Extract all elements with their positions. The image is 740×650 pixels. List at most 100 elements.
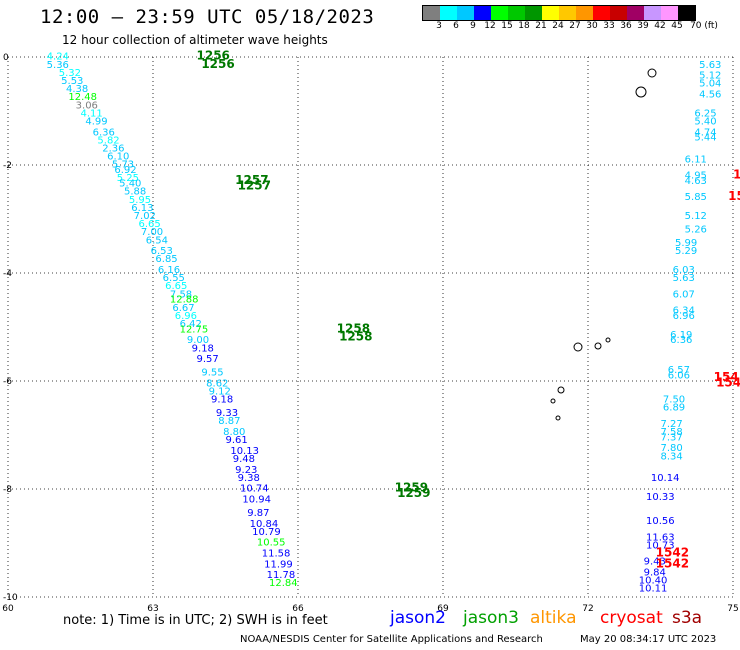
track-label: 1542 — [656, 556, 689, 570]
satellite-name: s3a — [672, 608, 703, 628]
legend-label: 36 — [620, 21, 632, 31]
swh-value: 6.55 — [163, 273, 185, 284]
track-label: 15 — [728, 189, 740, 203]
swh-value: 4.74 — [694, 127, 716, 138]
track-label: 1259 — [395, 481, 428, 495]
swh-value: 9.23 — [235, 465, 257, 476]
swh-value: 4.63 — [685, 176, 707, 187]
swh-value: 6.57 — [668, 365, 690, 376]
track-label: 1256 — [201, 57, 234, 71]
swh-value: 4.95 — [685, 171, 707, 182]
swh-value: 9.61 — [226, 435, 248, 446]
swh-value: 5.95 — [129, 195, 151, 206]
legend-label: 15 — [501, 21, 513, 31]
legend-swatch — [559, 6, 576, 20]
legend-label: 30 — [586, 21, 598, 31]
swh-value: 10.11 — [639, 584, 668, 595]
swh-value: 10.33 — [646, 492, 675, 503]
swh-value: 7.02 — [134, 211, 156, 222]
swh-value: 12.88 — [170, 295, 199, 306]
x-tick-label: 63 — [147, 604, 158, 614]
swh-value: 5.44 — [694, 133, 716, 144]
swh-value: 2.36 — [102, 144, 124, 155]
legend-label: 9 — [470, 21, 476, 31]
swh-value: 6.07 — [673, 289, 695, 300]
swh-value: 10.79 — [252, 527, 281, 538]
island-outline — [594, 342, 602, 350]
swh-value: 5.32 — [59, 68, 81, 79]
swh-value: 11.63 — [646, 532, 675, 543]
swh-value: 11.78 — [267, 570, 296, 581]
island-outline — [605, 337, 611, 343]
swh-value: 5.12 — [685, 211, 707, 222]
swh-value: 10.40 — [639, 576, 668, 587]
swh-value: 3.06 — [76, 100, 98, 111]
swh-value: 5.12 — [699, 71, 721, 82]
legend-swatch — [423, 6, 440, 20]
legend-swatch — [678, 6, 695, 20]
island-outline — [557, 386, 565, 394]
swh-value: 6.42 — [180, 319, 202, 330]
swh-value: 8.80 — [223, 427, 245, 438]
timestamp-text: May 20 08:34:17 UTC 2023 — [580, 634, 717, 645]
legend-swatch — [491, 6, 508, 20]
swh-value: 5.26 — [685, 225, 707, 236]
swh-value: 7.58 — [661, 427, 683, 438]
credit-text: NOAA/NESDIS Center for Satellite Applica… — [240, 634, 543, 645]
track-label: 1256 — [197, 49, 230, 63]
satellite-name: jason3 — [463, 608, 519, 628]
track-label: 154 — [714, 370, 739, 384]
y-tick-label: -10 — [3, 593, 18, 603]
swh-value: 5.85 — [685, 192, 707, 203]
swh-value: 7.27 — [661, 419, 683, 430]
swh-value: 12.75 — [180, 324, 209, 335]
legend-label: 27 — [569, 21, 581, 31]
legend-swatch — [525, 6, 542, 20]
swh-value: 6.06 — [668, 370, 690, 381]
legend-swatch — [474, 6, 491, 20]
swh-value: 10.84 — [250, 519, 279, 530]
swh-value: 8.62 — [206, 378, 228, 389]
swh-value: 5.63 — [699, 60, 721, 71]
legend-label: 42 — [654, 21, 666, 31]
swh-value: 6.36 — [670, 335, 692, 346]
legend-swatch — [661, 6, 678, 20]
swh-value: 9.84 — [644, 567, 666, 578]
swh-value: 7.50 — [663, 395, 685, 406]
swh-value: 6.65 — [165, 281, 187, 292]
satellite-name: cryosat — [600, 608, 663, 628]
swh-value: 10.56 — [646, 516, 675, 527]
swh-value: 6.85 — [155, 254, 177, 265]
swh-value: 6.96 — [175, 311, 197, 322]
swh-value: 5.73 — [112, 160, 134, 171]
swh-value: 5.36 — [47, 60, 69, 71]
swh-value: 10.13 — [230, 446, 259, 457]
swh-value: 9.18 — [192, 343, 214, 354]
x-tick-label: 75 — [727, 604, 738, 614]
page-subtitle: 12 hour collection of altimeter wave hei… — [62, 33, 328, 47]
footer-note: note: 1) Time is in UTC; 2) SWH is in fe… — [63, 613, 328, 628]
swh-value: 6.13 — [131, 203, 153, 214]
swh-value: 6.03 — [673, 265, 695, 276]
swh-value: 5.04 — [699, 79, 721, 90]
track-label: 13 — [733, 168, 740, 182]
swh-value: 6.25 — [694, 108, 716, 119]
swh-value: 4.38 — [66, 84, 88, 95]
swh-value: 8.87 — [218, 416, 240, 427]
satellite-name: altika — [530, 608, 577, 628]
swh-value: 5.53 — [61, 76, 83, 87]
legend-label: 33 — [603, 21, 615, 31]
track-label: 1257 — [235, 173, 268, 187]
swh-value: 6.10 — [107, 152, 129, 163]
x-tick-label: 66 — [292, 604, 304, 614]
island-outline — [573, 342, 583, 352]
track-label: 1259 — [397, 486, 430, 500]
swh-value: 9.38 — [238, 473, 260, 484]
y-tick-label: -8 — [3, 485, 12, 495]
satellite-name: jason2 — [390, 608, 446, 628]
swh-value: 6.96 — [673, 311, 695, 322]
legend-label: 21 — [535, 21, 547, 31]
swh-value: 9.57 — [197, 354, 219, 365]
legend-swatch — [576, 6, 593, 20]
